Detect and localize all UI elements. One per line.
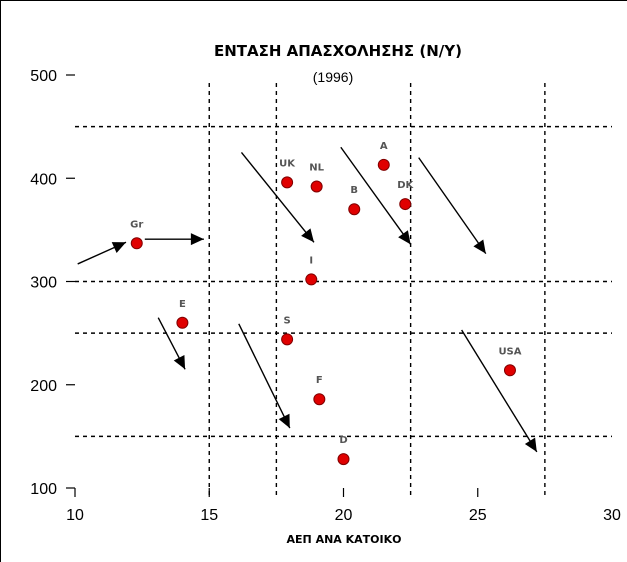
arrow-head <box>190 233 204 246</box>
arrow-shaft <box>461 329 538 453</box>
y-tick-label: 300 <box>30 275 57 292</box>
y-tick-label: 100 <box>30 481 57 498</box>
grid-lines <box>75 83 612 498</box>
arrow-head <box>111 242 127 254</box>
arrow-head <box>173 354 186 370</box>
y-tick-label: 500 <box>30 68 57 85</box>
arrow-head <box>398 230 411 245</box>
data-point-label: B <box>350 185 358 196</box>
data-point-label: A <box>380 141 388 152</box>
trend-arrow <box>461 329 538 453</box>
data-point <box>399 198 412 211</box>
x-tick-label: 30 <box>603 507 621 524</box>
data-point-label: DK <box>397 180 414 191</box>
data-point-label: NL <box>309 163 324 174</box>
chart-title: ΕΝΤΑΣΗ ΑΠΑΣΧΟΛΗΣΗΣ (Ν/Υ) <box>214 42 462 60</box>
data-point-label: Gr <box>130 219 143 230</box>
data-point <box>281 333 294 346</box>
arrow-head <box>473 239 486 254</box>
x-tick-label: 20 <box>335 507 353 524</box>
x-tick-label: 15 <box>200 507 218 524</box>
arrow-head <box>278 413 290 429</box>
data-point-label: F <box>316 375 323 386</box>
trend-arrow <box>144 233 204 246</box>
data-point-label: UK <box>279 158 296 169</box>
arrow-shaft <box>238 323 291 429</box>
data-point <box>313 393 326 406</box>
trend-arrow <box>157 317 186 370</box>
data-point <box>348 203 361 216</box>
trend-arrow <box>340 146 412 245</box>
arrow-head <box>301 228 314 243</box>
arrow-shaft <box>240 151 315 243</box>
trend-arrows <box>77 146 538 453</box>
arrow-head <box>524 437 537 452</box>
x-tick-label: 25 <box>469 507 487 524</box>
data-point <box>503 364 516 377</box>
trend-arrow <box>77 241 127 265</box>
data-point <box>377 158 390 171</box>
x-tick-label: 10 <box>66 507 84 524</box>
trend-arrow <box>238 323 291 429</box>
data-point-label: S <box>284 315 291 326</box>
data-point <box>281 176 294 189</box>
trend-arrow <box>240 151 315 243</box>
axes: 500 400 300 200 100 10 15 20 25 30 <box>30 68 621 524</box>
data-points: Gr E UK NL B A DK I S F D USA <box>130 141 522 466</box>
data-point-label: E <box>179 299 186 310</box>
data-point-label: I <box>309 255 313 266</box>
data-point <box>310 180 323 193</box>
chart-subtitle: (1996) <box>313 69 353 85</box>
data-point <box>337 453 350 466</box>
data-point <box>130 237 143 250</box>
data-point-label: D <box>339 435 347 446</box>
x-axis-label: ΑΕΠ ΑΝΑ ΚΑΤΟΙΚΟ <box>287 533 402 546</box>
data-point-label: USA <box>498 346 521 357</box>
data-point <box>305 273 318 286</box>
arrow-shaft <box>340 146 412 245</box>
data-point <box>176 316 189 329</box>
arrow-shaft <box>418 157 487 255</box>
y-tick-label: 400 <box>30 171 57 188</box>
trend-arrow <box>418 157 487 255</box>
y-tick-label: 200 <box>30 378 57 395</box>
